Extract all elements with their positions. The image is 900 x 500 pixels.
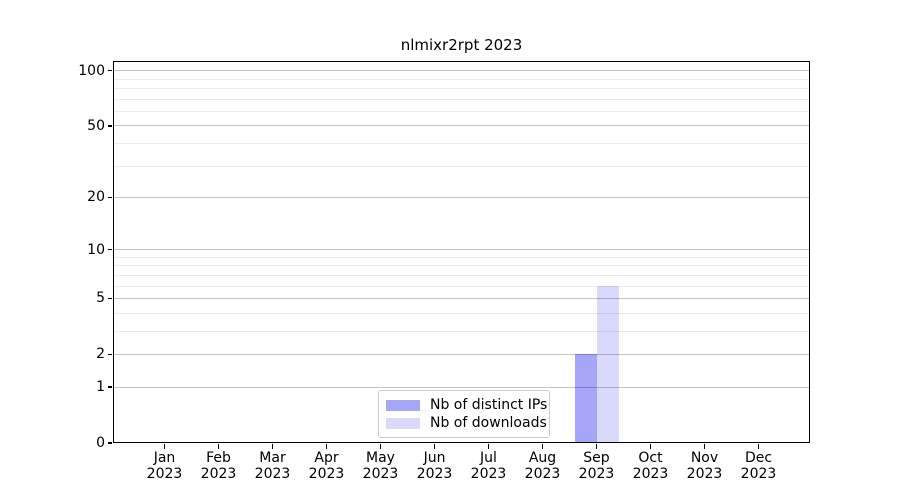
y-tick: [108, 353, 112, 356]
x-tick-label-line: 2023: [308, 466, 345, 482]
x-tick: [379, 444, 382, 449]
chart-title: nlmixr2rpt 2023: [400, 36, 523, 54]
x-tick-label: Dec 2023: [729, 450, 789, 482]
legend-swatch-distinct-ips: [386, 399, 420, 411]
x-tick: [757, 444, 760, 449]
y-tick: [108, 196, 112, 199]
x-tick-label-line: Oct: [638, 450, 663, 466]
x-tick-label-line: Aug: [528, 450, 557, 466]
y-tick: [108, 248, 112, 251]
legend: Nb of distinct IPs Nb of downloads: [378, 390, 550, 438]
y-tick-label: 2: [96, 346, 105, 363]
x-tick-label: Sep 2023: [567, 450, 627, 482]
x-tick-label-line: 2023: [470, 466, 507, 482]
gridline-major: [114, 70, 809, 72]
x-tick-label: Jan 2023: [135, 450, 195, 482]
x-tick-label-line: 2023: [578, 466, 615, 482]
gridline-major: [114, 353, 809, 355]
legend-label-downloads: Nb of downloads: [430, 415, 547, 431]
x-tick: [703, 444, 706, 449]
gridline-major: [114, 297, 809, 299]
x-tick-label-line: Jul: [480, 450, 497, 466]
x-tick: [433, 444, 436, 449]
x-tick-label-line: 2023: [200, 466, 237, 482]
gridline-major: [114, 125, 809, 127]
x-tick: [271, 444, 274, 449]
y-tick-label: 5: [96, 290, 105, 307]
x-tick: [649, 444, 652, 449]
x-tick-label: Mar 2023: [243, 450, 303, 482]
x-tick-label-line: May: [366, 450, 395, 466]
x-tick-label: Nov 2023: [675, 450, 735, 482]
x-tick-label-line: 2023: [740, 466, 777, 482]
gridline-major: [114, 196, 809, 198]
gridline-minor: [114, 98, 809, 100]
x-tick-label-line: 2023: [686, 466, 723, 482]
gridline-minor: [114, 265, 809, 267]
gridline-minor: [114, 285, 809, 287]
x-tick-label-line: Mar: [259, 450, 286, 466]
gridline-minor: [114, 78, 809, 80]
x-tick: [541, 444, 544, 449]
x-tick-label-line: 2023: [632, 466, 669, 482]
y-tick: [108, 442, 112, 444]
legend-label-distinct-ips: Nb of distinct IPs: [430, 397, 548, 413]
x-tick-label: Oct 2023: [621, 450, 681, 482]
x-tick-label-line: Apr: [314, 450, 339, 466]
gridline-minor: [114, 88, 809, 90]
gridline-minor: [114, 330, 809, 332]
plot-area: [113, 61, 810, 443]
x-tick-label-line: 2023: [362, 466, 399, 482]
y-tick-label: 100: [78, 62, 105, 79]
gridline-minor: [114, 142, 809, 144]
x-tick: [487, 444, 490, 449]
y-tick-label: 0: [96, 435, 105, 451]
x-tick-label: Jun 2023: [405, 450, 465, 482]
x-tick-label: Feb 2023: [189, 450, 249, 482]
y-tick-label: 1: [96, 379, 105, 396]
gridline-major: [114, 249, 809, 251]
x-tick-label-line: 2023: [416, 466, 453, 482]
legend-item-distinct-ips: Nb of distinct IPs: [386, 396, 547, 414]
x-tick-label: May 2023: [351, 450, 411, 482]
x-tick-label-line: 2023: [254, 466, 291, 482]
gridline-minor: [114, 274, 809, 276]
y-tick-label: 50: [87, 117, 105, 134]
y-tick-label: 10: [87, 241, 105, 258]
x-tick-label-line: Dec: [744, 450, 773, 466]
x-tick-label-line: 2023: [524, 466, 561, 482]
x-tick-label: Apr 2023: [297, 450, 357, 482]
x-tick-label-line: 2023: [146, 466, 183, 482]
x-tick: [217, 444, 220, 449]
y-tick: [108, 297, 112, 300]
x-tick-label-line: Jan: [153, 450, 176, 466]
gridline-minor: [114, 256, 809, 258]
x-tick: [325, 444, 328, 449]
gridline-minor: [114, 165, 809, 167]
y-tick: [108, 386, 112, 388]
x-tick: [163, 444, 166, 449]
x-tick-label: Jul 2023: [459, 450, 519, 482]
x-tick-label-line: Feb: [206, 450, 231, 466]
x-tick-label-line: Jun: [423, 450, 446, 466]
y-tick: [108, 125, 112, 127]
y-tick: [108, 70, 112, 72]
bar-distinct-ips: [574, 354, 597, 443]
x-tick-label-line: Nov: [690, 450, 719, 466]
x-tick-label: Aug 2023: [513, 450, 573, 482]
x-tick: [595, 444, 598, 449]
y-tick-label: 20: [87, 189, 105, 206]
gridline-major: [114, 386, 809, 388]
bar-downloads: [596, 286, 619, 443]
legend-swatch-downloads: [386, 417, 420, 429]
gridline-minor: [114, 110, 809, 112]
x-tick-label-line: Sep: [583, 450, 610, 466]
legend-item-downloads: Nb of downloads: [386, 414, 547, 432]
gridline-minor: [114, 312, 809, 314]
